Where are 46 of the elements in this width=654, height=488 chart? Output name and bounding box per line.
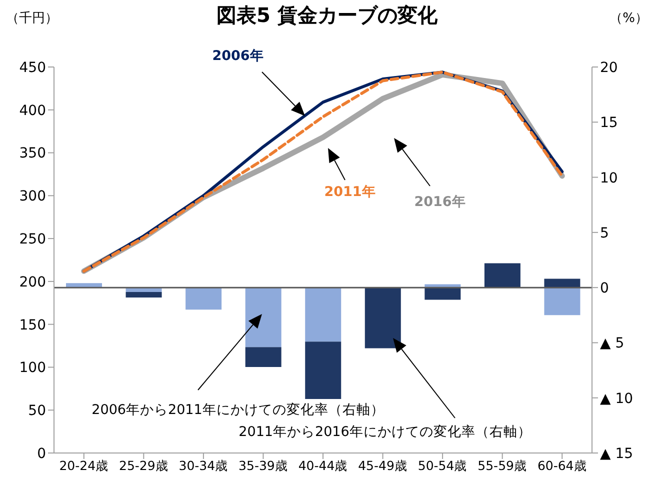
x-tick-label: 50-54歳: [418, 458, 468, 473]
y-tick-label: 150: [19, 317, 46, 334]
y-tick-label: 450: [19, 60, 46, 76]
y-tick-label: 200: [19, 274, 46, 290]
y-tick-label: 400: [19, 102, 46, 119]
x-tick-label: 60-64歳: [537, 458, 587, 473]
y2-tick-label: ▲ 15: [600, 446, 634, 462]
x-tick-label: 35-39歳: [238, 458, 288, 473]
text: 2016年: [414, 194, 466, 210]
y2-tick-label: ▲ 5: [600, 336, 624, 352]
y2-tick-label: ▲ 10: [600, 390, 634, 407]
x-tick-label: 40-44歳: [298, 458, 348, 473]
y-axis-title: （千円）: [6, 11, 58, 26]
y-tick-label: 0: [37, 446, 46, 462]
y-tick-label: 300: [19, 188, 46, 205]
x-tick-label: 55-59歳: [478, 458, 527, 473]
y2-tick-label: 0: [600, 280, 609, 297]
bar: [305, 342, 342, 399]
bar: [126, 292, 162, 298]
y2-tick-label: 5: [600, 225, 609, 242]
text: 2006年から2011年にかけての変化率（右軸）: [92, 402, 384, 418]
y-tick-label: 250: [19, 232, 46, 248]
chart-title: 図表5 賃金カーブの変化: [216, 3, 438, 27]
bar: [186, 288, 222, 310]
bar: [424, 288, 461, 300]
y2-tick-label: 15: [600, 115, 618, 132]
bar: [305, 288, 342, 342]
x-tick-label: 20-24歳: [59, 458, 109, 473]
bar: [245, 347, 282, 367]
text: 2011年から2016年にかけての変化率（右軸）: [238, 424, 532, 440]
x-tick-label: 30-34歳: [178, 458, 228, 473]
y2-axis-title: （%）: [610, 11, 648, 26]
x-tick-label: 25-29歳: [119, 458, 168, 473]
y2-tick-label: 20: [600, 60, 618, 76]
y2-tick-label: 10: [600, 170, 618, 186]
x-tick-label: 45-49歳: [358, 458, 408, 473]
bar: [364, 288, 401, 348]
y-tick-label: 50: [28, 403, 46, 420]
bar: [484, 263, 520, 288]
y-tick-label: 350: [19, 146, 46, 162]
bar: [544, 278, 580, 288]
bar: [245, 288, 282, 348]
y-tick-label: 100: [19, 360, 46, 376]
bar: [544, 288, 580, 316]
text: 2006年: [212, 48, 264, 64]
text: 2011年: [324, 184, 376, 200]
